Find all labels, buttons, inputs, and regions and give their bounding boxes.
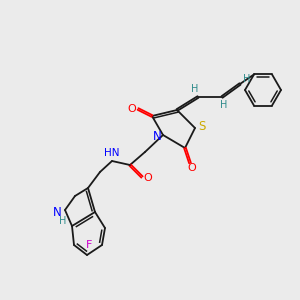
- Text: O: O: [188, 163, 196, 173]
- Text: H: H: [191, 84, 199, 94]
- Text: N: N: [52, 206, 62, 220]
- Text: N: N: [153, 130, 161, 143]
- Text: H: H: [59, 216, 67, 226]
- Text: F: F: [85, 240, 92, 250]
- Text: O: O: [144, 173, 152, 183]
- Text: H: H: [243, 74, 251, 84]
- Text: HN: HN: [104, 148, 120, 158]
- Text: O: O: [128, 104, 136, 114]
- Text: H: H: [220, 100, 228, 110]
- Text: S: S: [198, 121, 206, 134]
